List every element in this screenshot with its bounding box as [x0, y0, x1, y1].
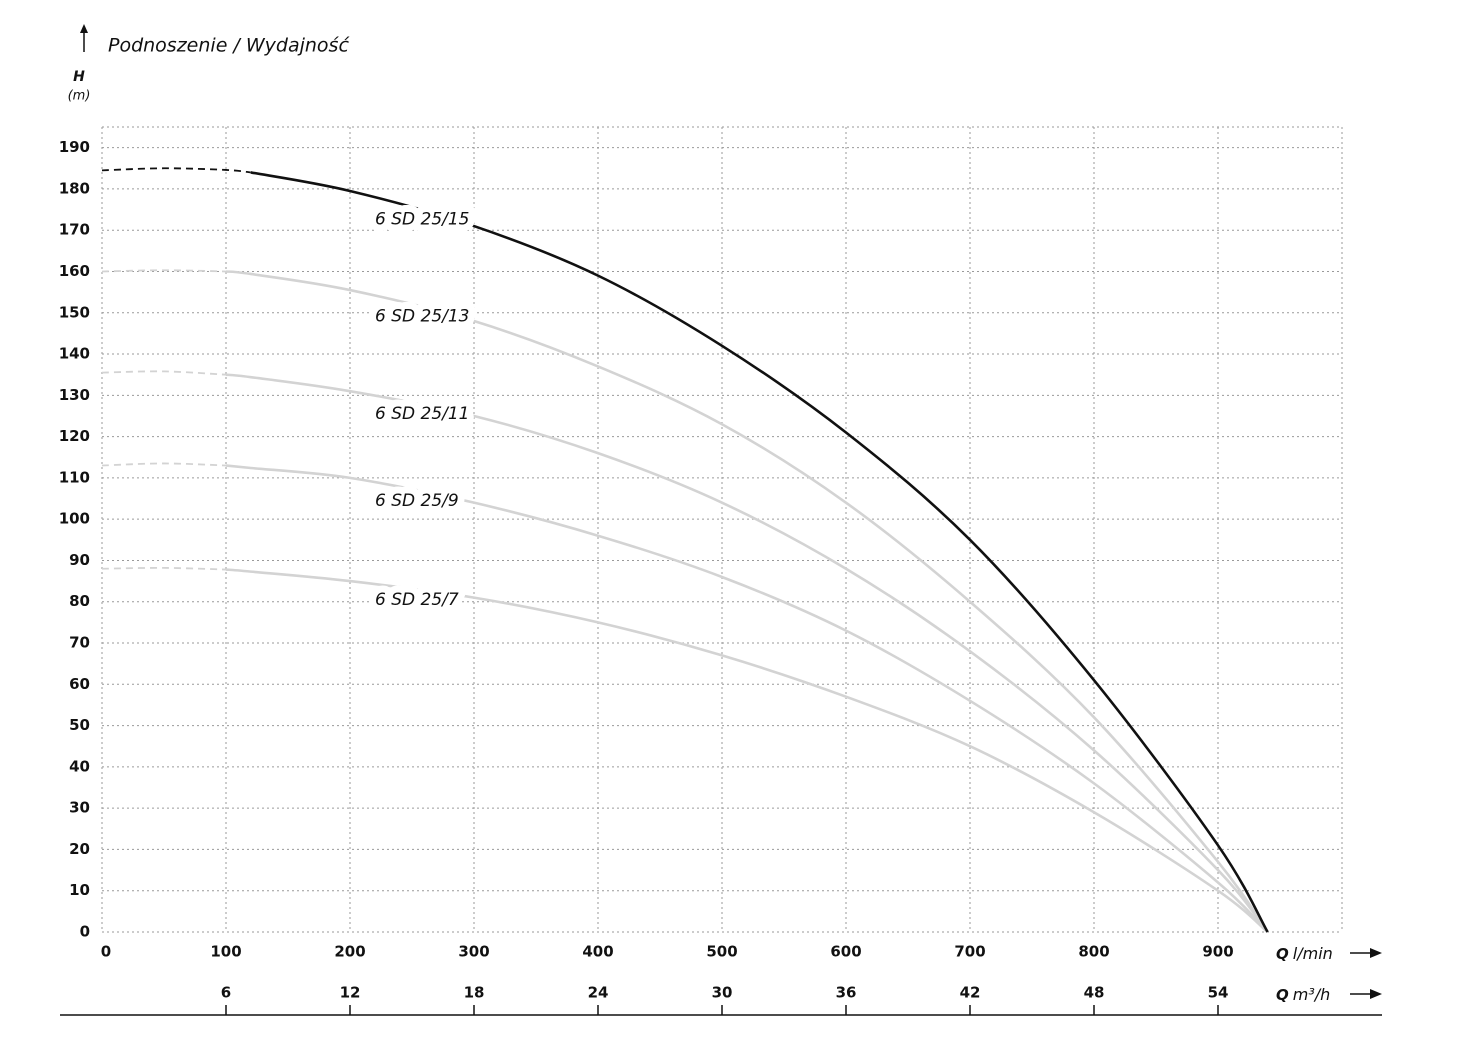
y-arrowhead [80, 24, 88, 33]
y-tick-label: 130 [59, 386, 90, 404]
y-tick-label: 100 [59, 510, 90, 528]
x-tick-label: 400 [582, 943, 613, 961]
x-tick-label: 800 [1078, 943, 1109, 961]
series-label: 6 SD 25/9 [375, 491, 459, 511]
curve [225, 270, 1269, 933]
x2-tick-label: 12 [340, 984, 361, 1002]
y-tick-label: 30 [69, 799, 90, 817]
x-label-unit: l/min [1293, 944, 1333, 963]
x-tick-label: 500 [706, 943, 737, 961]
x2-label-symbol: Q [1276, 986, 1289, 1004]
curve-dashed [101, 462, 227, 467]
y-unit: (m) [68, 89, 91, 104]
y-tick-label: 180 [59, 179, 90, 197]
y-tick-label: 150 [59, 303, 90, 321]
x-tick-label: 0 [101, 943, 111, 961]
y-tick-label: 90 [69, 551, 90, 569]
x-tick-label: 100 [210, 943, 241, 961]
curve-dashed [101, 167, 251, 174]
y-tick-label: 10 [69, 881, 90, 899]
x2-tick-label: 42 [960, 984, 981, 1002]
curve [225, 568, 1269, 933]
series-label: 6 SD 25/11 [375, 404, 470, 424]
curve-dashed [101, 370, 227, 376]
x-label-symbol: Q [1276, 945, 1289, 963]
y-tick-label: 160 [59, 262, 90, 280]
y-tick-label: 50 [69, 716, 90, 734]
curve [225, 464, 1269, 933]
x2-tick-label: 18 [464, 984, 485, 1002]
x2-tick-label: 30 [712, 984, 733, 1002]
y-tick-label: 140 [59, 345, 90, 363]
y-tick-label: 190 [59, 138, 90, 156]
y-tick-label: 20 [69, 840, 90, 858]
x2-label-unit: m³/h [1293, 985, 1331, 1004]
x-tick-label: 700 [954, 943, 985, 961]
x2-tick-label: 54 [1208, 984, 1229, 1002]
y-tick-label: 120 [59, 427, 90, 445]
x-tick-label: 300 [458, 943, 489, 961]
x-tick-label: 900 [1202, 943, 1233, 961]
x2-tick-label: 36 [836, 984, 857, 1002]
series-label: 6 SD 25/7 [375, 590, 459, 610]
curve-dashed [101, 269, 227, 273]
curve [225, 373, 1269, 933]
y-tick-label: 170 [59, 221, 90, 239]
series-label: 6 SD 25/13 [375, 306, 470, 326]
x2-tick-label: 24 [588, 984, 609, 1002]
curve [250, 171, 1269, 933]
x-arrowhead [1370, 948, 1382, 958]
x2-tick-label: 48 [1084, 984, 1105, 1002]
series-label: 6 SD 25/15 [375, 209, 470, 229]
y-tick-label: 40 [69, 757, 90, 775]
x-tick-label: 200 [334, 943, 365, 961]
chart-title: Podnoszenie / Wydajność [108, 35, 350, 57]
y-label: H [73, 69, 85, 85]
y-tick-label: 0 [80, 923, 90, 941]
curve-dashed [101, 566, 227, 571]
x-tick-label: 600 [830, 943, 861, 961]
x2-arrowhead [1370, 989, 1382, 999]
y-tick-label: 70 [69, 634, 90, 652]
x2-tick-label: 6 [221, 984, 231, 1002]
y-tick-label: 80 [69, 592, 90, 610]
y-tick-label: 110 [59, 468, 90, 486]
y-tick-label: 60 [69, 675, 90, 693]
